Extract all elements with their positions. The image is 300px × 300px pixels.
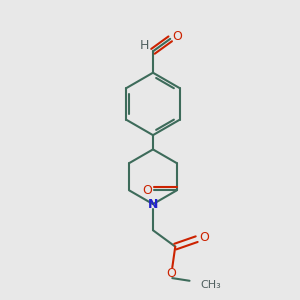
Text: O: O (173, 30, 183, 43)
Text: O: O (142, 184, 152, 197)
Text: O: O (166, 267, 176, 280)
Text: N: N (148, 198, 158, 211)
Text: O: O (199, 231, 209, 244)
Text: CH₃: CH₃ (200, 280, 221, 290)
Text: H: H (140, 40, 149, 52)
